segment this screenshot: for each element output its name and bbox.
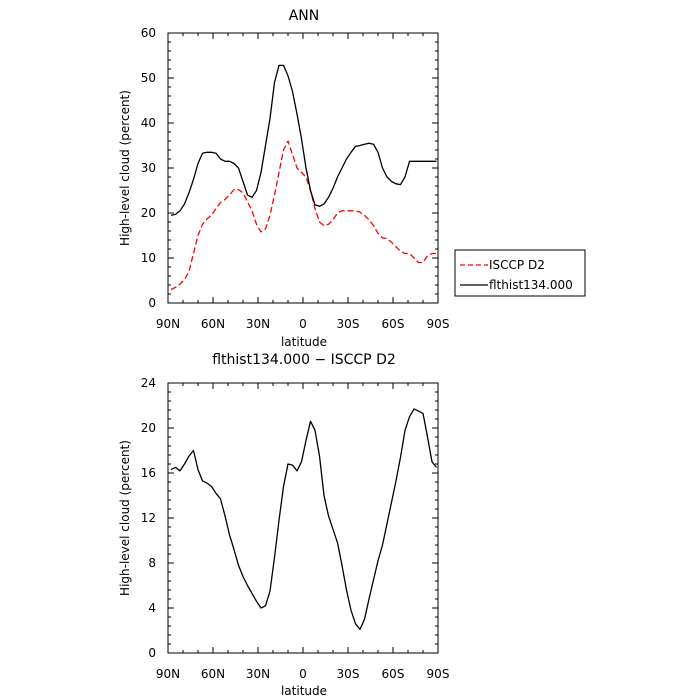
y-tick-label: 12: [141, 511, 156, 525]
x-tick-label: 0: [299, 317, 307, 331]
legend: ISCCP D2 flthist134.000: [454, 249, 586, 297]
x-tick-label: 90N: [156, 317, 180, 331]
legend-label-isccp: ISCCP D2: [489, 258, 545, 272]
x-tick-label: 90S: [427, 667, 450, 681]
x-axis-label: latitude: [281, 684, 327, 698]
chart-title: flthist134.000 − ISCCP D2: [212, 352, 396, 368]
x-tick-label: 60S: [382, 667, 405, 681]
chart-title: ANN: [289, 8, 320, 24]
x-tick-label: 30N: [246, 667, 270, 681]
x-tick-label: 90N: [156, 667, 180, 681]
x-tick-label: 90S: [427, 317, 450, 331]
y-tick-label: 40: [141, 116, 156, 130]
y-tick-label: 60: [141, 26, 156, 40]
y-tick-label: 50: [141, 71, 156, 85]
x-tick-label: 60N: [201, 667, 225, 681]
legend-box: [454, 249, 586, 297]
y-tick-label: 8: [148, 556, 156, 570]
x-tick-label: 60N: [201, 317, 225, 331]
x-tick-label: 30S: [337, 667, 360, 681]
y-axis-label: High-level cloud (percent): [118, 90, 132, 246]
panel-difference: flthist134.000 − ISCCP D2 High-level clo…: [118, 352, 449, 698]
x-tick-label: 30S: [337, 317, 360, 331]
y-tick-label: 4: [148, 601, 156, 615]
x-axis-label: latitude: [281, 335, 327, 349]
y-axis-label: High-level cloud (percent): [118, 440, 132, 596]
y-tick-label: 10: [141, 251, 156, 265]
y-tick-label: 30: [141, 161, 156, 175]
x-tick-label: 30N: [246, 317, 270, 331]
plot-frame: [167, 382, 439, 654]
x-tick-label: 0: [299, 667, 307, 681]
series-line-flthist134-000: [170, 64, 437, 216]
y-tick-label: 16: [141, 466, 156, 480]
legend-label-flthist: flthist134.000: [489, 278, 573, 292]
y-tick-label: 20: [141, 206, 156, 220]
plot-frame: [167, 32, 439, 304]
y-tick-label: 20: [141, 421, 156, 435]
x-tick-label: 60S: [382, 317, 405, 331]
series-line-difference: [170, 408, 438, 631]
y-tick-label: 24: [141, 376, 156, 390]
series-line-isccp-d2: [170, 140, 437, 291]
panel-annual-mean: ANN High-level cloud (percent) latitude …: [118, 8, 449, 349]
y-tick-label: 0: [148, 646, 156, 660]
y-tick-label: 0: [148, 296, 156, 310]
